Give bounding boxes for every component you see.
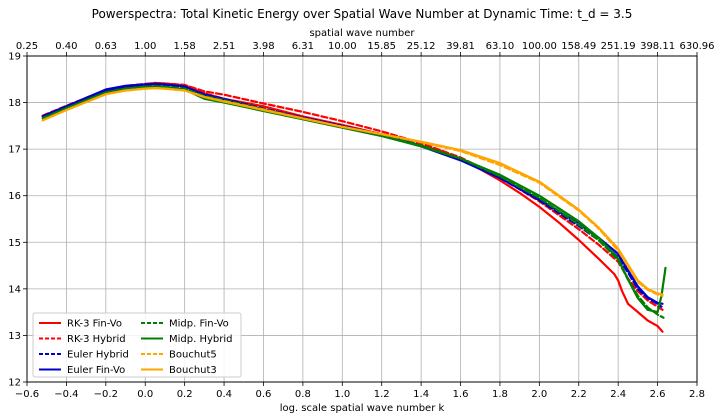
- series-line-6: [41, 85, 667, 314]
- legend-label: Bouchut5: [169, 350, 217, 361]
- y-tick-label: 13: [8, 331, 21, 342]
- x-tick-label: 0.6: [256, 389, 272, 400]
- plot-area-frame: [26, 55, 698, 383]
- x-tick-label: 0.2: [177, 389, 193, 400]
- x-tick-label: 2.8: [689, 389, 705, 400]
- top-x-tick-label: 158.49: [561, 41, 596, 52]
- series-line-4: [41, 82, 664, 305]
- series-line-1: [41, 81, 664, 333]
- x-tick-label: −0.4: [54, 389, 78, 400]
- top-x-tick-label: 630.96: [680, 41, 715, 52]
- x-tick-label: 0.0: [137, 389, 153, 400]
- x-tick-label: −0.2: [94, 389, 118, 400]
- legend-label: Midp. Hybrid: [169, 334, 232, 345]
- chart-title: Powerspectra: Total Kinetic Energy over …: [92, 7, 633, 21]
- series-line-7: [41, 86, 664, 297]
- axis-ticks: −0.6 0.25 −0.4 0.40 −0.2 0.63 0.0 1.00 0.2 1.58 0.…: [8, 41, 714, 400]
- x-axis-label: log. scale spatial wave number k: [280, 403, 445, 414]
- data-series-layer: [41, 81, 667, 333]
- x-tick-label: −0.6: [15, 389, 39, 400]
- top-x-tick-label: 100.00: [522, 41, 557, 52]
- x-tick-label: 2.6: [650, 389, 666, 400]
- x-tick-label: 2.2: [571, 389, 587, 400]
- top-x-tick-label: 10.00: [328, 41, 357, 52]
- legend-label: Euler Fin-Vo: [67, 365, 125, 376]
- series-line-5: [41, 85, 665, 319]
- series-line-8: [41, 86, 664, 296]
- top-x-tick-label: 251.19: [601, 41, 636, 52]
- x-tick-label: 1.6: [453, 389, 469, 400]
- x-tick-label: 1.8: [492, 389, 508, 400]
- y-tick-label: 19: [8, 52, 21, 63]
- x-tick-label: 1.0: [334, 389, 350, 400]
- top-x-tick-label: 0.63: [95, 41, 117, 52]
- x-tick-label: 0.8: [295, 389, 311, 400]
- x-tick-label: 2.0: [531, 389, 547, 400]
- legend-label: Midp. Fin-Vo: [169, 319, 229, 330]
- top-x-tick-label: 1.58: [174, 41, 196, 52]
- y-tick-label: 16: [8, 191, 21, 202]
- x-tick-label: 1.4: [413, 389, 429, 400]
- top-x-axis-label: spatial wave number: [309, 28, 415, 39]
- y-tick-label: 12: [8, 378, 21, 389]
- top-x-tick-label: 1.00: [134, 41, 156, 52]
- legend-label: Bouchut3: [169, 365, 217, 376]
- x-tick-label: 2.4: [610, 389, 626, 400]
- legend-box: [32, 312, 242, 378]
- y-tick-label: 14: [8, 284, 21, 295]
- top-x-tick-label: 0.40: [55, 41, 77, 52]
- top-x-tick-label: 39.81: [446, 41, 475, 52]
- y-tick-label: 15: [8, 238, 21, 249]
- top-x-tick-label: 3.98: [252, 41, 274, 52]
- x-tick-label: 0.4: [216, 389, 232, 400]
- x-tick-label: 1.2: [374, 389, 390, 400]
- legend: RK-3 Fin-Vo RK-3 Hybrid Euler Hybrid Euler …: [32, 312, 242, 378]
- y-tick-label: 17: [8, 145, 21, 156]
- y-tick-label: 18: [8, 98, 21, 109]
- top-x-tick-label: 2.51: [213, 41, 235, 52]
- series-line-2: [41, 81, 664, 311]
- top-x-tick-label: 63.10: [486, 41, 515, 52]
- legend-label: Euler Hybrid: [67, 350, 129, 361]
- legend-label: RK-3 Hybrid: [67, 334, 126, 345]
- top-x-tick-label: 0.25: [16, 41, 38, 52]
- top-x-tick-label: 6.31: [292, 41, 314, 52]
- top-x-tick-label: 25.12: [407, 41, 436, 52]
- top-x-tick-label: 398.11: [640, 41, 675, 52]
- top-x-tick-label: 15.85: [367, 41, 396, 52]
- legend-label: RK-3 Fin-Vo: [67, 319, 122, 330]
